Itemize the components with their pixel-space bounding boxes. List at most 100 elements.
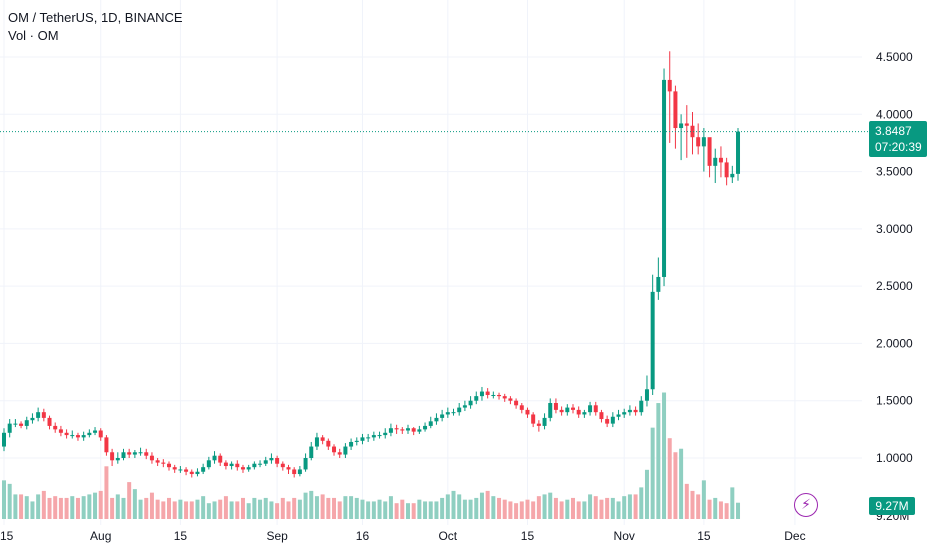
volume-bar [7, 483, 12, 519]
y-tick-label: 2.5000 [876, 279, 913, 293]
candle-body [138, 452, 143, 454]
volume-bar [98, 490, 103, 519]
candle-body [115, 458, 120, 461]
candle-body [582, 412, 587, 415]
volume-bar [434, 501, 439, 519]
volume-bar [394, 503, 399, 519]
candle-body [491, 394, 496, 396]
volume-bar [519, 501, 524, 519]
last-price-tag: 3.8487 07:20:39 [869, 121, 927, 157]
y-tick-label: 1.5000 [876, 394, 913, 408]
candle-body [542, 417, 547, 426]
candle-body [485, 391, 490, 395]
candle-body [349, 441, 354, 447]
volume-bar [730, 487, 735, 519]
volume-bar [81, 496, 86, 519]
volume-bar [87, 494, 92, 519]
volume-bar [559, 501, 564, 519]
candle-body [462, 405, 467, 408]
y-tick-label: 2.0000 [876, 336, 913, 350]
candle-body [605, 419, 610, 424]
candle-body [405, 428, 410, 431]
volume-bar [656, 403, 661, 519]
candle-body [263, 460, 268, 464]
volume-legend[interactable]: Vol · OM [8, 28, 59, 43]
volume-bar [571, 497, 575, 519]
volume-bar [297, 499, 302, 519]
volume-bar [149, 492, 154, 519]
candle-body [497, 394, 502, 397]
candle-body [87, 432, 92, 436]
last-price-value: 3.8487 [875, 124, 912, 138]
candle-body [440, 414, 445, 418]
candle-body [235, 463, 240, 468]
candle-body [718, 157, 723, 163]
candle-body [445, 412, 450, 415]
volume-bar [30, 501, 35, 519]
volume-bar [673, 452, 678, 519]
volume-bar [553, 497, 558, 519]
candle-body [508, 398, 513, 401]
volume-bar [206, 503, 211, 519]
volume-bar [718, 501, 723, 519]
x-tick-label: Dec [784, 529, 805, 543]
candle-body [559, 409, 564, 413]
candle-body [474, 396, 479, 401]
volume-bar [599, 499, 604, 519]
x-tick-label: Sep [266, 529, 288, 543]
volume-bar [468, 499, 473, 519]
candle-body [149, 455, 154, 461]
candle-body [47, 417, 52, 426]
candle-body [2, 432, 6, 447]
candle-body [132, 452, 137, 455]
lightning-bolt-icon[interactable]: ⚡ [794, 493, 818, 517]
volume-bar [121, 497, 126, 519]
candle-body [172, 467, 177, 470]
candle-body [184, 469, 189, 472]
volume-bar [713, 497, 718, 519]
volume-bar [627, 494, 632, 519]
candle-body [536, 423, 541, 426]
x-tick-label: 15 [174, 529, 188, 543]
volume-bar [610, 497, 615, 519]
candle-body [161, 462, 166, 464]
candle-body [736, 131, 741, 174]
symbol-title[interactable]: OM / TetherUS, 1D, BINANCE [8, 10, 183, 25]
volume-bar [616, 501, 621, 519]
volume-bar [115, 494, 120, 519]
volume-bar [445, 494, 450, 519]
candle-body [377, 435, 382, 437]
volume-bar [542, 494, 547, 519]
candle-body [411, 428, 416, 432]
candle-body [343, 446, 348, 455]
volume-bar [360, 499, 365, 519]
candle-body [104, 437, 109, 453]
x-tick-label: Oct [438, 529, 457, 543]
x-tick-label: Nov [614, 529, 635, 543]
volume-bar [275, 503, 280, 519]
volume-bar [223, 496, 228, 519]
volume-bar [371, 501, 376, 519]
volume-bar [75, 497, 80, 519]
candle-body [70, 435, 75, 437]
x-tick-label: 15 [697, 529, 711, 543]
candle-body [684, 123, 689, 126]
candle-body [394, 428, 399, 430]
candle-body [326, 440, 331, 447]
volume-bar [531, 501, 536, 519]
y-tick-label: 3.5000 [876, 165, 913, 179]
candle-body [724, 162, 729, 178]
volume-bar [349, 496, 354, 519]
volume-bar [411, 503, 416, 519]
candle-body [576, 409, 581, 415]
volume-bar [2, 480, 6, 519]
candle-body [730, 173, 735, 178]
candle-body [667, 79, 672, 92]
candle-body [423, 425, 428, 430]
candle-body [599, 412, 604, 420]
candle-body [713, 157, 718, 166]
volume-bar [388, 496, 393, 519]
candle-body [707, 137, 712, 166]
